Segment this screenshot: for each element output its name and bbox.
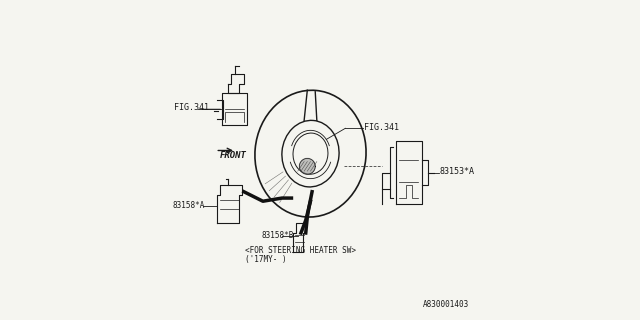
Text: FIG.341: FIG.341 bbox=[364, 123, 399, 132]
Text: 83153*A: 83153*A bbox=[440, 167, 475, 176]
Polygon shape bbox=[300, 158, 316, 174]
Text: A830001403: A830001403 bbox=[423, 300, 469, 309]
Text: FIG.341: FIG.341 bbox=[174, 103, 209, 112]
Text: 83158*A: 83158*A bbox=[173, 201, 205, 210]
Text: <FOR STEERING HEATER SW>: <FOR STEERING HEATER SW> bbox=[246, 246, 356, 255]
Text: 83158*B: 83158*B bbox=[261, 231, 294, 240]
Text: ('17MY- ): ('17MY- ) bbox=[246, 255, 287, 264]
Text: FRONT: FRONT bbox=[220, 151, 247, 160]
